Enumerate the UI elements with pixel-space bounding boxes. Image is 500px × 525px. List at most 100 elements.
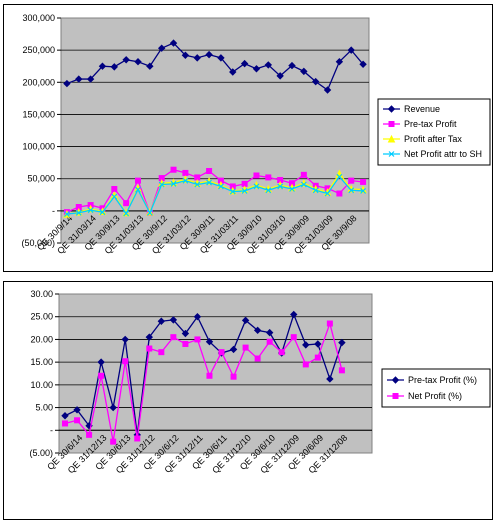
data-point [193,54,201,62]
data-point [326,320,333,327]
legend-label-net-profit-attr-to-sh: Net Profit attr to SH [404,149,482,159]
data-point [135,186,141,193]
data-point [146,209,153,216]
data-point [87,207,94,214]
data-point [157,44,166,52]
data-point [300,67,308,76]
data-point [86,75,95,83]
y-tick-label: 300,000 [22,13,55,23]
data-point [241,316,250,325]
data-point [348,177,355,184]
data-point [206,179,213,186]
y-tick-label: 20.00 [30,334,53,344]
data-point [324,190,331,197]
y-tick-label: - [52,206,55,216]
data-point [288,61,296,70]
y-tick-label: 200,000 [22,77,55,87]
data-point [110,438,117,445]
data-point [229,188,236,195]
data-point [97,358,105,366]
data-point [98,62,107,70]
data-point [252,65,261,73]
series-net-profit [62,320,345,445]
series-pre-tax-profit [63,166,367,216]
data-point [157,317,166,325]
data-point [265,328,274,337]
legend-label-net-profit: Net Profit (%) [408,391,462,401]
data-point [109,403,117,412]
data-point [229,345,238,354]
data-point [217,54,225,62]
data-point [326,375,334,383]
data-point [302,341,310,349]
data-point [182,177,189,184]
data-point [193,313,202,321]
data-point [336,173,343,180]
y-tick-label: (5.00) [29,448,53,458]
data-point [314,340,322,348]
data-point [63,211,70,217]
data-point [62,420,69,427]
data-point [338,338,346,347]
legend-label-pre-tax-profit: Pre-tax Profit (%) [408,375,477,385]
data-point [75,75,83,83]
data-point [111,193,118,200]
data-point [312,187,319,194]
data-point [170,166,177,173]
data-point [134,58,142,66]
data-point [122,56,130,64]
data-point [122,358,129,365]
data-point [205,337,214,346]
data-point [170,334,177,341]
data-point [290,310,298,319]
data-point [359,60,367,68]
y-tick-label: 5.00 [35,403,53,413]
data-point [253,172,260,179]
data-point [86,431,93,438]
legend-marker [391,376,400,384]
data-point [146,345,153,352]
data-point [242,344,249,351]
data-point [206,372,213,379]
data-point [265,174,272,181]
data-point [121,335,129,344]
data-point [360,178,367,185]
data-point [335,58,344,66]
y-tick-label: 100,000 [22,142,55,152]
data-point [206,168,213,174]
data-point [241,188,248,194]
y-tick-label: 30.00 [30,289,53,299]
data-point [194,336,201,343]
data-point [360,188,367,194]
data-point [348,187,355,194]
data-point [323,86,332,94]
data-point [217,183,224,190]
y-tick-label: 25.00 [30,312,53,322]
data-point [134,435,141,442]
data-point [182,340,189,347]
series-line-net-profit [64,321,343,442]
legend-label-profit-after-tax: Profit after Tax [404,134,462,144]
data-point [347,46,355,54]
data-point [169,316,178,324]
series-revenue [63,39,367,94]
data-point [110,63,119,71]
data-point [302,361,309,368]
data-point [181,51,190,59]
series-line-pre-tax-profit [64,312,343,435]
data-point [73,406,81,414]
y-tick-label: 150,000 [22,109,55,119]
data-point [253,326,262,335]
data-point [290,334,297,341]
data-point [289,186,295,192]
y-tick-label: 10.00 [30,380,53,390]
data-point [218,349,225,356]
data-point [311,77,320,86]
data-point [63,79,71,88]
data-point [61,412,69,420]
data-point [276,72,284,80]
plot-area [58,293,373,454]
legend-marker [387,134,396,143]
series-net-profit-attr-to-sh [63,173,367,217]
